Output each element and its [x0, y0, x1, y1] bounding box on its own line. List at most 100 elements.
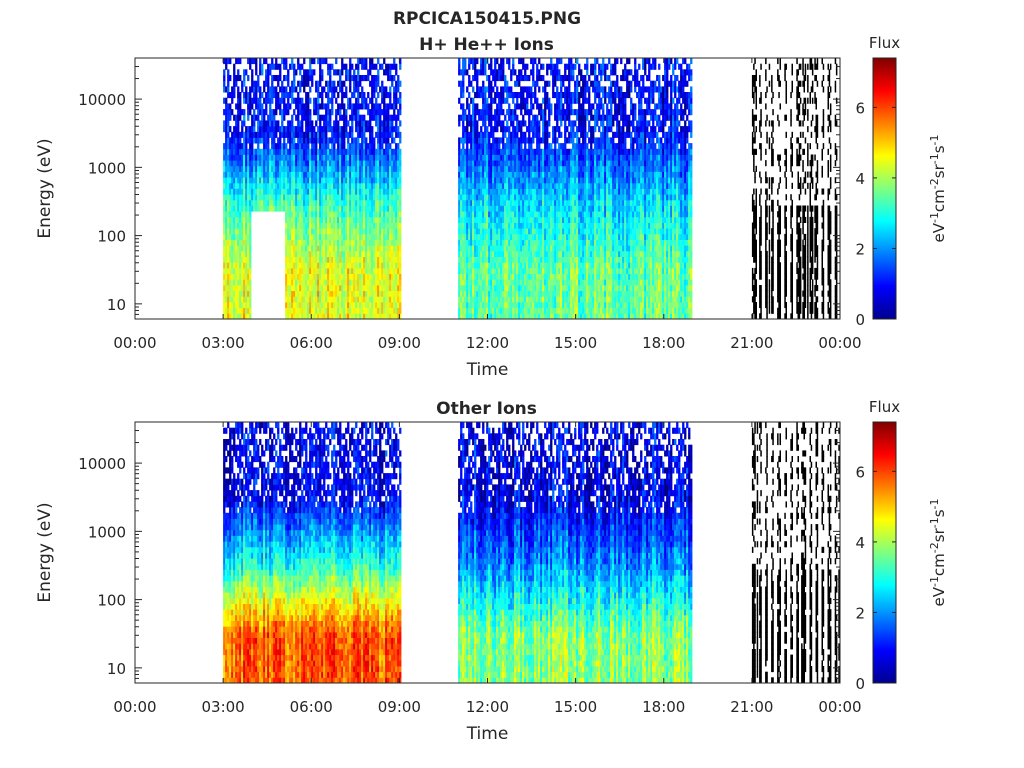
flux-cell	[478, 171, 481, 178]
flux-cell	[500, 58, 503, 65]
flux-cell	[333, 233, 336, 240]
flux-cell	[490, 131, 493, 138]
flux-cell	[520, 273, 523, 280]
flux-cell	[315, 86, 318, 93]
flux-cell	[375, 313, 378, 320]
flux-cell	[383, 182, 386, 189]
flux-cell	[472, 250, 475, 257]
flux-cell	[504, 267, 507, 274]
flux-cell	[327, 120, 330, 127]
flux-cell	[470, 256, 473, 263]
flux-cell	[311, 143, 314, 150]
flux-cell	[502, 194, 505, 201]
flux-cell	[470, 239, 473, 246]
flux-cell	[227, 171, 230, 178]
flux-cell	[227, 143, 230, 150]
flux-cell	[512, 228, 515, 235]
flux-cell	[233, 63, 236, 70]
flux-cell	[518, 160, 521, 167]
flux-cell	[508, 228, 511, 235]
flux-cell	[391, 131, 394, 138]
flux-cell	[470, 273, 473, 280]
flux-cell	[365, 199, 368, 206]
flux-cell	[381, 250, 384, 257]
flux-cell	[333, 92, 336, 99]
flux-cell	[347, 290, 350, 297]
flux-cell	[369, 290, 372, 297]
flux-cell	[285, 131, 288, 138]
flux-cell	[367, 120, 370, 127]
flux-cell	[353, 188, 356, 195]
flux-cell	[343, 63, 346, 70]
flux-cell	[375, 177, 378, 184]
flux-cell	[335, 120, 338, 127]
flux-cell	[299, 290, 302, 297]
flux-cell	[510, 302, 513, 309]
flux-cell	[249, 131, 252, 138]
flux-cell	[353, 307, 356, 314]
flux-cell	[271, 114, 274, 121]
flux-cell	[249, 245, 252, 252]
flux-cell	[494, 165, 497, 172]
flux-cell	[335, 211, 338, 218]
flux-cell	[490, 205, 493, 212]
flux-cell	[349, 103, 352, 110]
flux-cell	[269, 194, 272, 201]
flux-cell	[309, 205, 312, 212]
flux-cell	[231, 92, 234, 99]
flux-cell	[494, 160, 497, 167]
flux-cell	[225, 239, 228, 246]
flux-cell	[476, 148, 479, 155]
flux-cell	[472, 103, 475, 110]
flux-cell	[397, 216, 400, 223]
flux-cell	[227, 216, 230, 223]
flux-cell	[303, 80, 306, 87]
flux-cell	[277, 182, 280, 189]
flux-cell	[538, 245, 541, 252]
flux-cell	[458, 267, 461, 274]
flux-cell	[275, 120, 278, 127]
flux-cell	[305, 75, 308, 82]
flux-cell	[233, 177, 236, 184]
flux-cell	[520, 199, 523, 206]
flux-cell	[307, 194, 310, 201]
flux-cell	[349, 131, 352, 138]
flux-cell	[504, 228, 507, 235]
flux-cell	[315, 307, 318, 314]
flux-cell	[534, 58, 537, 65]
flux-cell	[261, 182, 264, 189]
flux-cell	[327, 313, 330, 320]
flux-cell	[279, 171, 282, 178]
flux-cell	[373, 273, 376, 280]
flux-cell	[369, 199, 372, 206]
flux-cell	[379, 165, 382, 172]
flux-cell	[522, 97, 525, 104]
flux-cell	[287, 216, 290, 223]
flux-cell	[233, 285, 236, 292]
flux-cell	[480, 239, 483, 246]
flux-cell	[460, 165, 463, 172]
flux-cell	[381, 126, 384, 133]
flux-cell	[478, 137, 481, 144]
flux-cell	[488, 267, 491, 274]
flux-cell	[474, 211, 477, 218]
flux-cell	[339, 109, 342, 116]
flux-cell	[494, 109, 497, 116]
flux-cell	[508, 109, 511, 116]
flux-cell	[291, 92, 294, 99]
flux-cell	[512, 148, 515, 155]
flux-cell	[363, 126, 366, 133]
flux-cell	[309, 154, 312, 161]
flux-cell	[474, 205, 477, 212]
flux-cell	[231, 211, 234, 218]
flux-cell	[301, 182, 304, 189]
flux-cell	[464, 273, 467, 280]
flux-cell	[275, 171, 278, 178]
flux-cell	[243, 194, 246, 201]
flux-cell	[227, 154, 230, 161]
flux-cell	[253, 58, 256, 65]
flux-cell	[476, 267, 479, 274]
flux-cell	[225, 58, 228, 65]
flux-cell	[524, 290, 527, 297]
flux-cell	[534, 245, 537, 252]
